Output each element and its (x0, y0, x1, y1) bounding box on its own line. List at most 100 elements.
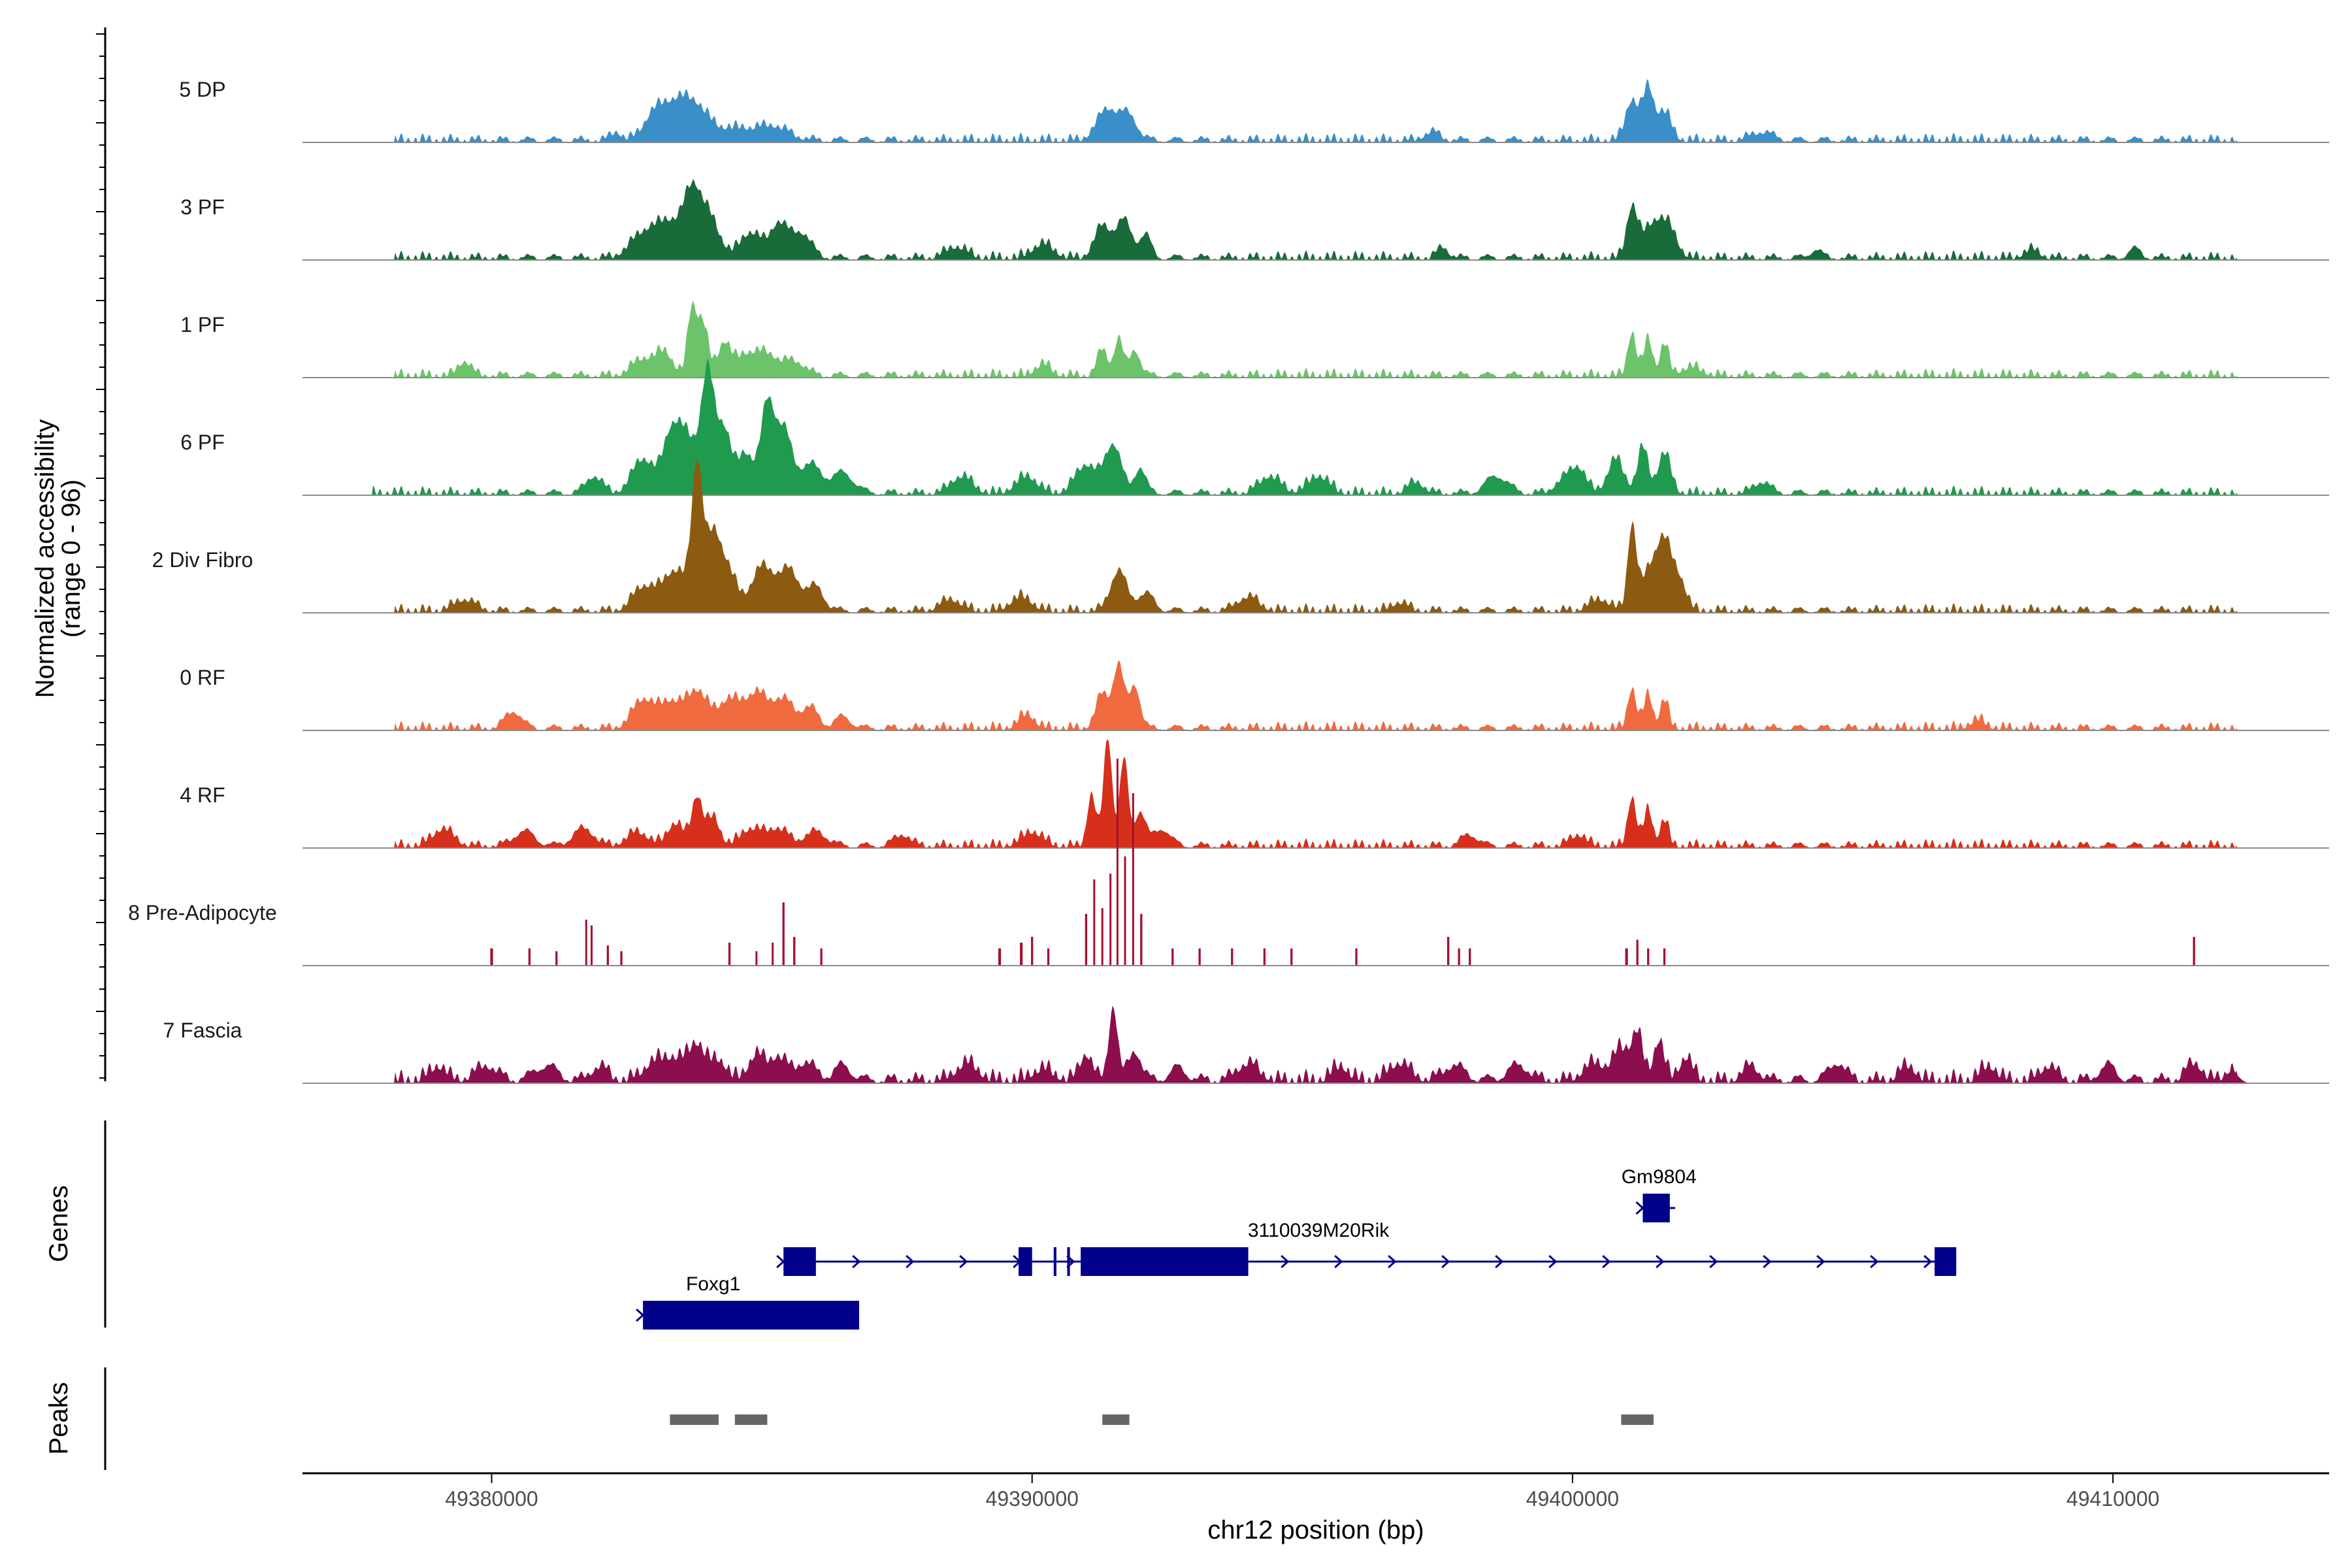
coverage-area (302, 739, 2329, 848)
track-label: 8 Pre-Adipocyte (128, 901, 277, 924)
strand-arrow (1870, 1254, 1879, 1269)
strand-arrow (1763, 1254, 1772, 1269)
coverage-bar (1263, 948, 1266, 966)
strand-arrow (1923, 1254, 1933, 1269)
strand-arrow (1816, 1254, 1825, 1269)
strand-arrow (906, 1254, 915, 1269)
strand-arrow (1602, 1254, 1611, 1269)
coverage-bar (606, 945, 610, 966)
coverage-bar (528, 948, 531, 966)
coverage-track: 0 RF (180, 660, 2329, 731)
coverage-bar (591, 925, 593, 966)
strand-arrow (1656, 1254, 1665, 1269)
strand-arrow (959, 1254, 968, 1269)
strand-arrow (1495, 1254, 1504, 1269)
strand-arrow (1334, 1254, 1343, 1269)
coverage-bar (793, 937, 796, 966)
gene-name-label: Foxg1 (686, 1273, 740, 1295)
gene-exon (1081, 1247, 1249, 1276)
peak-track (670, 1414, 1654, 1425)
coverage-track: 6 PF (180, 358, 2329, 496)
track-label: 3 PF (180, 195, 225, 219)
coverage-bar (1031, 937, 1034, 966)
gene-name-label: 3110039M20Rik (1248, 1220, 1390, 1241)
gene-exon (1053, 1247, 1056, 1276)
coverage-bar (998, 948, 1002, 966)
strand-arrow (636, 1308, 645, 1322)
gene-model: 3110039M20Rik (776, 1220, 1957, 1276)
gene-model: Foxg1 (636, 1273, 860, 1330)
track-label: 5 DP (179, 78, 225, 101)
coverage-bar (772, 942, 774, 966)
coverage-bar (1625, 948, 1628, 966)
track-label: 1 PF (180, 313, 225, 336)
coverage-bar (585, 919, 587, 966)
coverage-bar (1109, 874, 1112, 966)
coverage-bar (555, 951, 558, 966)
coverage-area (302, 301, 2329, 378)
coverage-bar (1458, 948, 1460, 966)
coverage-bar (1647, 948, 1650, 966)
strand-arrow (1388, 1254, 1397, 1269)
gene-exon (643, 1301, 860, 1330)
coverage-track: 2 Div Fibro (152, 459, 2329, 613)
coverage-bar (2193, 937, 2195, 966)
track-label: 0 RF (180, 666, 225, 689)
strand-arrow (852, 1254, 861, 1269)
gene-exon (1642, 1194, 1670, 1222)
coverage-track: 4 RF (180, 739, 2329, 849)
coverage-bar (1447, 937, 1450, 966)
gene-model: Gm9804 (1622, 1166, 1697, 1222)
strand-arrow (1548, 1254, 1558, 1269)
track-label: 2 Div Fibro (152, 548, 253, 572)
coverage-track: 7 Fascia (163, 1005, 2329, 1084)
coverage-bar (1290, 948, 1293, 966)
peaks-panel-title: Peaks (44, 1382, 73, 1454)
x-tick-label: 49410000 (2066, 1487, 2159, 1511)
coverage-area (302, 79, 2329, 142)
peak-region (1621, 1414, 1654, 1425)
coverage-bar (820, 948, 823, 966)
coverage-bar (728, 942, 731, 966)
strand-arrow (1281, 1254, 1290, 1269)
coverage-bar (1663, 948, 1666, 966)
coverage-bar (1198, 948, 1201, 966)
coverage-bar (620, 951, 623, 966)
gene-exon (1067, 1247, 1070, 1276)
track-label: 6 PF (180, 431, 225, 454)
y-axis-title-line1: Normalized accessibility (31, 419, 59, 698)
coverage-area (302, 660, 2329, 730)
coverage-track: 5 DP (179, 78, 2329, 143)
coverage-bar (1132, 793, 1134, 966)
coverage-area (302, 358, 2329, 495)
gene-name-label: Gm9804 (1622, 1166, 1697, 1188)
coverage-bar (782, 902, 785, 966)
peak-region (734, 1414, 768, 1425)
coverage-bar (1355, 948, 1358, 966)
gene-exon (1019, 1247, 1032, 1276)
coverage-bar (755, 951, 758, 966)
coverage-track: 3 PF (180, 178, 2329, 261)
coverage-area (302, 1005, 2329, 1083)
coverage-bar (1116, 759, 1119, 966)
coverage-axis-ticks (96, 33, 105, 1079)
coverage-tracks: 5 DP 3 PF 1 PF 6 PF 2 Div Fibro 0 RF 4 RF 8 Pre… (128, 78, 2329, 1084)
coverage-bar (1020, 942, 1023, 966)
gene-exon (1935, 1247, 1957, 1276)
coverage-bar (490, 948, 493, 966)
coverage-bar (1124, 856, 1126, 966)
coverage-bar (1093, 879, 1096, 966)
coverage-track: 8 Pre-Adipocyte (128, 759, 2329, 966)
coverage-bar (1047, 948, 1050, 966)
coverage-bar (1101, 908, 1103, 966)
x-tick-label: 49380000 (445, 1487, 538, 1511)
strand-arrow (1441, 1254, 1450, 1269)
gene-exon (783, 1247, 816, 1276)
coverage-area (302, 459, 2329, 613)
strand-arrow (776, 1254, 785, 1269)
genes-panel-title: Genes (44, 1185, 73, 1262)
coverage-bar (1469, 948, 1471, 966)
x-tick-label: 49390000 (986, 1487, 1079, 1511)
coverage-bar (1140, 913, 1143, 966)
